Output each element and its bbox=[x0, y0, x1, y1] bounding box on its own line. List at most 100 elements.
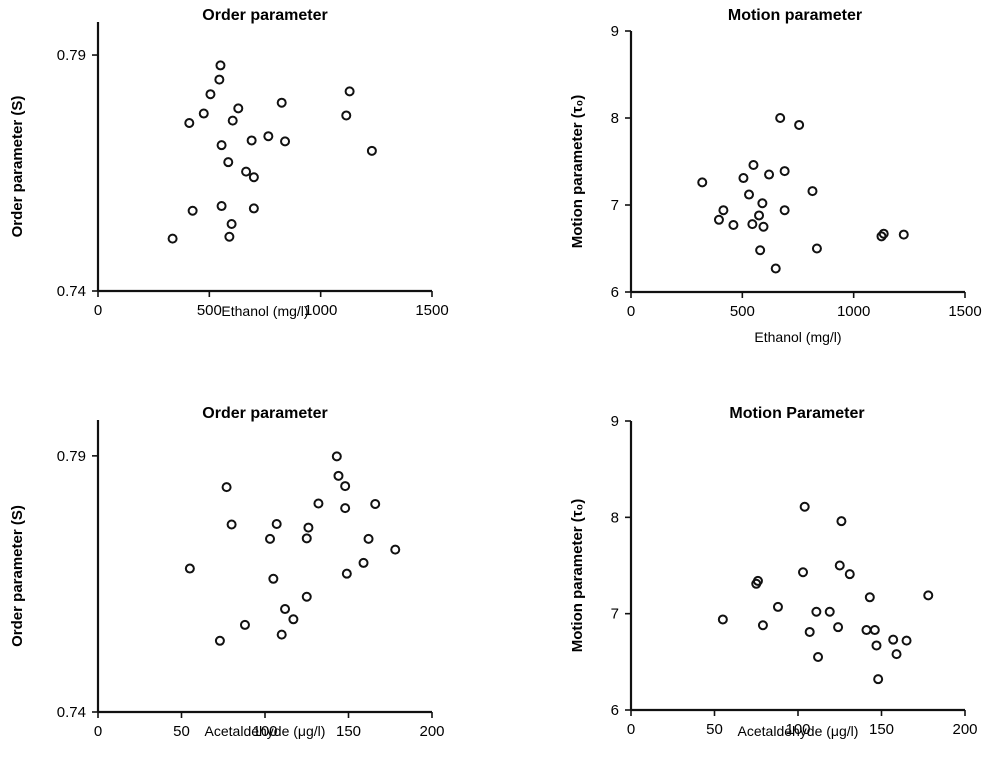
panel-1-y-tick-label: 0.74 bbox=[57, 283, 86, 300]
panel-3-y-tick-label: 0.79 bbox=[57, 448, 86, 465]
panel-1-data-point bbox=[215, 76, 223, 84]
panel-2-data-point bbox=[759, 223, 767, 231]
panel-3-data-point bbox=[365, 535, 373, 543]
panel-1-data-point bbox=[250, 173, 258, 181]
panel-2-data-point bbox=[749, 161, 757, 169]
panel-2-data-point bbox=[729, 221, 737, 229]
panel-4-data-point bbox=[893, 650, 901, 658]
panel-2-y-tick-label: 6 bbox=[611, 284, 619, 301]
panel-2-data-point bbox=[698, 178, 706, 186]
panel-1-data-point bbox=[250, 204, 258, 212]
panel-1-data-point bbox=[185, 119, 193, 127]
panel-1-data-point bbox=[242, 168, 250, 176]
panel-1-data-point bbox=[218, 202, 226, 210]
panel-4-data-point bbox=[799, 568, 807, 576]
panel-3-data-point bbox=[186, 565, 194, 573]
panel-4-data-point bbox=[862, 626, 870, 634]
panel-4-data-point bbox=[924, 591, 932, 599]
panel-1-data-point bbox=[206, 90, 214, 98]
panel-4-title: Motion Parameter bbox=[729, 405, 864, 422]
panel-4-data-point bbox=[871, 626, 879, 634]
panel-2-data-point bbox=[772, 265, 780, 273]
panel-2-data-point bbox=[739, 174, 747, 182]
panel-2-data-point bbox=[715, 216, 723, 224]
panel-1-data-point bbox=[346, 87, 354, 95]
panel-3-data-point bbox=[269, 575, 277, 583]
panel-1-data-point bbox=[216, 61, 224, 69]
panel-4-y-tick-label: 6 bbox=[611, 702, 619, 719]
panel-2-x-tick-label: 500 bbox=[730, 303, 755, 320]
panel-4-data-point bbox=[889, 636, 897, 644]
panel-4-y-tick-label: 7 bbox=[611, 606, 619, 623]
panel-4-x-tick-label: 0 bbox=[627, 721, 635, 738]
panel-2-data-point bbox=[756, 246, 764, 254]
panel-4-y-tick-label: 9 bbox=[611, 413, 619, 430]
panel-3-y-axis-label: Order parameter (S) bbox=[9, 505, 26, 647]
panel-4-x-axis-label: Acetaldehyde (μg/l) bbox=[738, 723, 859, 739]
panel-4-data-point bbox=[719, 615, 727, 623]
panel-4-data-point bbox=[801, 503, 809, 511]
panel-3-data-point bbox=[303, 534, 311, 542]
panel-2-x-tick-label: 0 bbox=[627, 303, 635, 320]
panel-4-data-point bbox=[774, 603, 782, 611]
panel-3-x-tick-label: 150 bbox=[336, 723, 361, 740]
panel-3-data-point bbox=[314, 500, 322, 508]
panel-3-data-point bbox=[371, 500, 379, 508]
panel-4-data-point bbox=[814, 653, 822, 661]
panel-3-data-point bbox=[228, 521, 236, 529]
panel-1-x-axis-label: Ethanol (mg/l) bbox=[221, 303, 308, 319]
panel-2-x-tick-label: 1500 bbox=[948, 303, 981, 320]
panel-2-data-point bbox=[808, 187, 816, 195]
panel-2-data-point bbox=[781, 206, 789, 214]
panel-1-data-point bbox=[281, 137, 289, 145]
panel-3-data-point bbox=[216, 637, 224, 645]
panel-1-data-point bbox=[368, 147, 376, 155]
panel-2-data-point bbox=[745, 191, 753, 199]
panel-3-data-point bbox=[391, 546, 399, 554]
panel-2-x-axis-label: Ethanol (mg/l) bbox=[754, 329, 841, 345]
panel-3-data-point bbox=[266, 535, 274, 543]
panel-4-y-axis-label: Motion parameter (τ₀) bbox=[569, 499, 586, 652]
panel-3-title: Order parameter bbox=[202, 405, 327, 422]
panel-2-y-axis-label: Motion parameter (τ₀) bbox=[569, 95, 586, 248]
panel-1-y-tick-label: 0.79 bbox=[57, 47, 86, 64]
panel-2-y-tick-label: 8 bbox=[611, 110, 619, 127]
panel-3-x-axis-label: Acetaldehyde (μg/l) bbox=[205, 723, 326, 739]
panel-2-y-tick-label: 7 bbox=[611, 197, 619, 214]
panel-3-x-tick-label: 0 bbox=[94, 723, 102, 740]
panel-1-data-point bbox=[229, 117, 237, 125]
panel-1-data-point bbox=[248, 136, 256, 144]
panel-4-data-point bbox=[812, 608, 820, 616]
panel-3-data-point bbox=[223, 483, 231, 491]
panel-4-data-point bbox=[866, 593, 874, 601]
panel-4-data-point bbox=[834, 623, 842, 631]
panel-2-data-point bbox=[748, 220, 756, 228]
panel-4-data-point bbox=[872, 641, 880, 649]
panel-3-data-point bbox=[278, 631, 286, 639]
panel-4-x-tick-label: 50 bbox=[706, 721, 723, 738]
panel-2-data-point bbox=[776, 114, 784, 122]
panel-3-x-tick-label: 50 bbox=[173, 723, 190, 740]
panel-4-data-point bbox=[837, 517, 845, 525]
panel-2-data-point bbox=[795, 121, 803, 129]
panel-4-data-point bbox=[806, 628, 814, 636]
panel-1-x-tick-label: 1000 bbox=[304, 302, 337, 319]
panel-3-data-point bbox=[281, 605, 289, 613]
panel-3-data-point bbox=[341, 504, 349, 512]
panel-3-data-point bbox=[304, 524, 312, 532]
panel-1-y-axis-label: Order parameter (S) bbox=[9, 96, 26, 238]
panel-1-x-tick-label: 500 bbox=[197, 302, 222, 319]
panel-3-data-point bbox=[241, 621, 249, 629]
panel-2-data-point bbox=[755, 211, 763, 219]
panel-1-data-point bbox=[225, 233, 233, 241]
panel-1-data-point bbox=[189, 207, 197, 215]
panel-2-data-point bbox=[765, 171, 773, 179]
panel-4-x-tick-label: 200 bbox=[952, 721, 977, 738]
panel-3-data-point bbox=[341, 482, 349, 490]
panel-4-data-point bbox=[826, 608, 834, 616]
panel-4-x-tick-label: 150 bbox=[869, 721, 894, 738]
panel-4-data-point bbox=[903, 637, 911, 645]
panel-1-x-tick-label: 0 bbox=[94, 302, 102, 319]
panel-1-data-point bbox=[234, 104, 242, 112]
